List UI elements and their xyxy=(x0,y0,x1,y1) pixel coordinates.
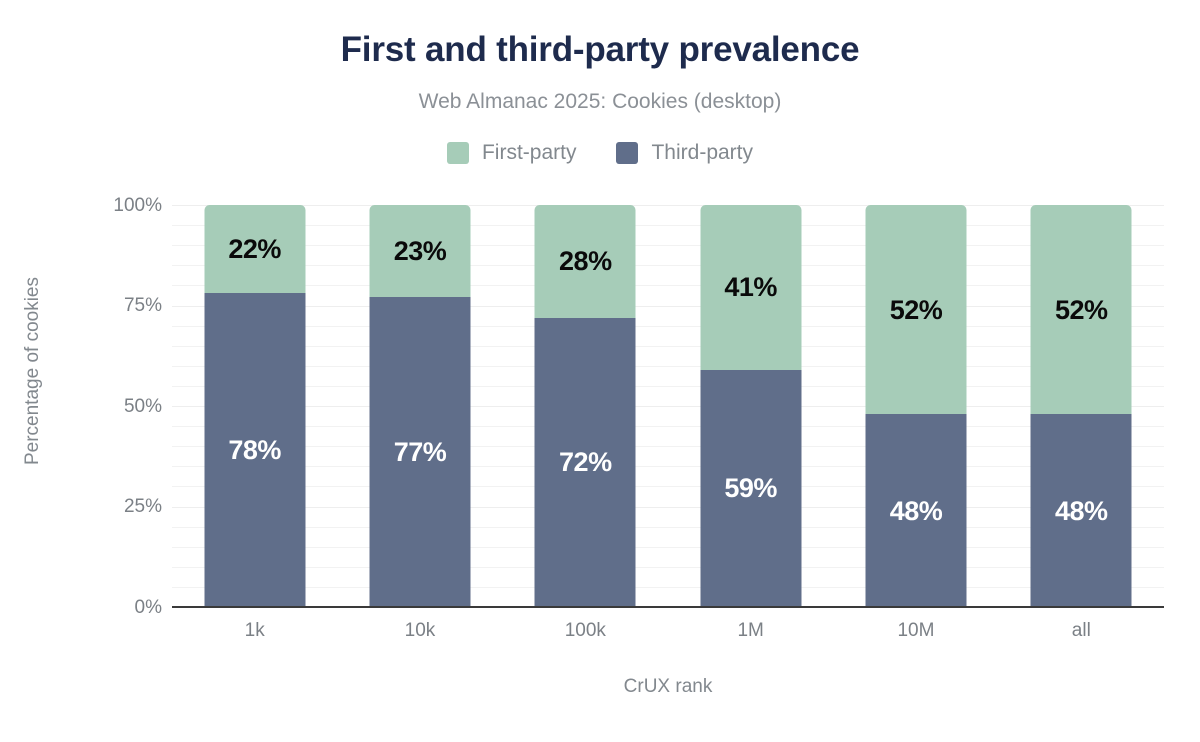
y-axis-title: Percentage of cookies xyxy=(22,277,43,466)
y-tick-25: 25% xyxy=(123,496,162,517)
y-tick-75: 75% xyxy=(123,295,162,316)
bar-segment-first-party-1M[interactable]: 41% xyxy=(700,205,802,370)
bar-segment-first-party-100k[interactable]: 28% xyxy=(534,205,636,318)
bar-slot-1M: 41% 59% xyxy=(668,205,833,607)
x-tick-all: all xyxy=(1071,620,1091,641)
bar-label-first-party-1M: 41% xyxy=(724,272,777,303)
y-tick-50: 50% xyxy=(123,396,162,417)
bar-stack-1k[interactable]: 22% 78% xyxy=(204,205,306,607)
chart-legend: First-party Third-party xyxy=(0,141,1200,165)
legend-item-third-party[interactable]: Third-party xyxy=(616,141,753,165)
bar-label-first-party-all: 52% xyxy=(1055,294,1108,325)
bar-label-third-party-1M: 59% xyxy=(724,473,777,504)
bar-segment-first-party-10k[interactable]: 23% xyxy=(369,205,471,298)
x-tick-10M: 10M xyxy=(897,620,935,641)
bar-label-third-party-all: 48% xyxy=(1055,495,1108,526)
x-tick-1M: 1M xyxy=(737,620,764,641)
bar-segment-third-party-10k[interactable]: 77% xyxy=(369,297,471,607)
bar-slot-all: 52% 48% xyxy=(999,205,1164,607)
bar-stack-10M[interactable]: 52% 48% xyxy=(865,205,967,607)
x-axis-title: CrUX rank xyxy=(623,676,713,697)
bar-slot-1k: 22% 78% xyxy=(172,205,337,607)
bar-label-first-party-1k: 22% xyxy=(228,234,281,265)
bar-segment-third-party-1k[interactable]: 78% xyxy=(204,293,306,607)
bar-stack-100k[interactable]: 28% 72% xyxy=(534,205,636,607)
bar-segment-first-party-10M[interactable]: 52% xyxy=(865,205,967,415)
bar-slot-10M: 52% 48% xyxy=(833,205,998,607)
chart-subtitle: Web Almanac 2025: Cookies (desktop) xyxy=(418,90,782,113)
y-tick-100: 100% xyxy=(113,195,162,216)
legend-swatch-third-party-icon xyxy=(616,142,639,164)
legend-item-first-party[interactable]: First-party xyxy=(446,141,577,165)
bar-label-third-party-10k: 77% xyxy=(393,437,447,468)
bar-label-first-party-100k: 28% xyxy=(559,246,612,277)
legend-label-third-party: Third-party xyxy=(651,141,754,164)
y-tick-0: 0% xyxy=(134,597,162,618)
x-tick-1k: 1k xyxy=(244,620,265,641)
bar-segment-third-party-all[interactable]: 48% xyxy=(1030,414,1132,607)
bar-stack-1M[interactable]: 41% 59% xyxy=(700,205,802,607)
bar-stack-all[interactable]: 52% 48% xyxy=(1030,205,1132,607)
bar-segment-third-party-10M[interactable]: 48% xyxy=(865,414,967,607)
legend-swatch-first-party-icon xyxy=(446,142,469,164)
x-axis-ticks: 1k 10k 100k 1M 10M all xyxy=(172,618,1164,648)
bar-segment-third-party-1M[interactable]: 59% xyxy=(700,369,802,607)
bar-label-third-party-1k: 78% xyxy=(228,435,281,466)
x-tick-10k: 10k xyxy=(404,620,436,641)
bar-stack-10k[interactable]: 23% 77% xyxy=(369,205,471,607)
bar-label-third-party-10M: 48% xyxy=(889,495,943,526)
bar-label-first-party-10M: 52% xyxy=(889,294,943,325)
legend-label-first-party: First-party xyxy=(481,141,577,164)
bar-slot-10k: 23% 77% xyxy=(337,205,502,607)
chart-title: First and third-party prevalence xyxy=(340,30,860,69)
bar-slot-100k: 28% 72% xyxy=(503,205,668,607)
bar-segment-first-party-1k[interactable]: 22% xyxy=(204,205,306,294)
bar-label-first-party-10k: 23% xyxy=(393,236,447,267)
bar-segment-first-party-all[interactable]: 52% xyxy=(1030,205,1132,415)
x-tick-100k: 100k xyxy=(564,620,606,641)
bar-label-third-party-100k: 72% xyxy=(559,447,612,478)
x-axis-line xyxy=(172,606,1164,608)
bar-segment-third-party-100k[interactable]: 72% xyxy=(534,317,636,607)
y-axis-ticks: 100% 75% 50% 25% 0% xyxy=(88,196,162,617)
bars-container: 22% 78% 23% 77% 28% 72% 41% 59% 52% 48% 52% 48% xyxy=(172,205,1164,607)
